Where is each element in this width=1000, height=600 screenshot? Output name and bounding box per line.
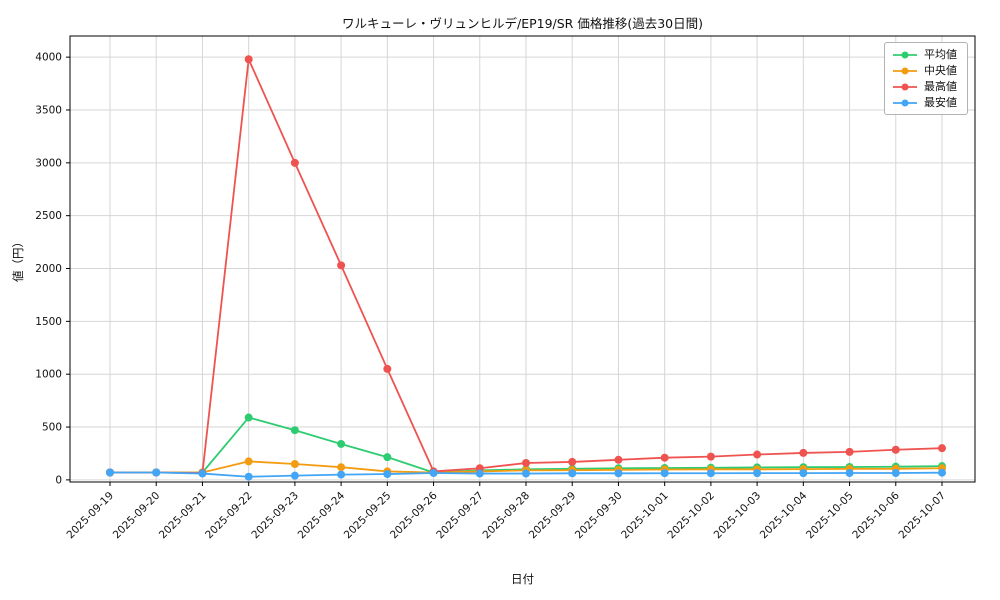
legend-label-average: 平均値 xyxy=(924,48,957,61)
svg-text:2025-09-20: 2025-09-20 xyxy=(111,490,163,542)
svg-text:2025-09-27: 2025-09-27 xyxy=(434,490,486,542)
svg-text:2025-10-02: 2025-10-02 xyxy=(665,490,717,542)
svg-text:2025-10-06: 2025-10-06 xyxy=(850,489,902,541)
svg-text:2025-10-07: 2025-10-07 xyxy=(896,490,948,542)
svg-text:2025-09-26: 2025-09-26 xyxy=(388,489,440,541)
svg-text:1000: 1000 xyxy=(35,369,62,381)
svg-text:2025-09-21: 2025-09-21 xyxy=(157,490,209,542)
legend-marker-max-icon xyxy=(893,82,917,92)
svg-text:2000: 2000 xyxy=(35,263,62,275)
legend-marker-average-icon xyxy=(893,50,917,60)
legend-label-min: 最安値 xyxy=(924,96,957,109)
svg-text:2025-09-30: 2025-09-30 xyxy=(573,490,625,542)
svg-text:4000: 4000 xyxy=(35,52,62,64)
svg-text:2025-09-22: 2025-09-22 xyxy=(203,490,255,542)
legend-item-min: 最安値 xyxy=(893,97,957,108)
svg-text:2500: 2500 xyxy=(35,210,62,222)
svg-text:2025-09-28: 2025-09-28 xyxy=(480,490,532,542)
svg-text:500: 500 xyxy=(42,422,62,434)
chart-title: ワルキューレ・ヴリュンヒルデ/EP19/SR 価格推移(過去30日間) xyxy=(341,16,704,31)
legend-label-median: 中央値 xyxy=(924,64,957,77)
svg-text:2025-10-03: 2025-10-03 xyxy=(712,490,764,542)
legend-label-max: 最高値 xyxy=(924,80,957,93)
x-axis-label: 日付 xyxy=(511,572,534,586)
svg-text:3000: 3000 xyxy=(35,157,62,169)
legend: 平均値 中央値 最高値 最安値 xyxy=(884,42,968,115)
y-axis-label: 値（円） xyxy=(11,236,25,282)
svg-text:3500: 3500 xyxy=(35,104,62,116)
svg-text:2025-09-24: 2025-09-24 xyxy=(296,489,348,541)
svg-text:1500: 1500 xyxy=(35,316,62,328)
legend-item-median: 中央値 xyxy=(893,65,957,76)
svg-text:2025-09-19: 2025-09-19 xyxy=(64,490,116,542)
svg-text:2025-09-25: 2025-09-25 xyxy=(342,490,394,542)
svg-text:2025-10-04: 2025-10-04 xyxy=(758,489,810,541)
svg-text:0: 0 xyxy=(55,474,62,486)
legend-marker-median-icon xyxy=(893,66,917,76)
legend-marker-min-icon xyxy=(893,98,917,108)
svg-text:2025-10-01: 2025-10-01 xyxy=(619,490,671,542)
svg-text:2025-09-29: 2025-09-29 xyxy=(527,490,579,542)
svg-text:2025-10-05: 2025-10-05 xyxy=(804,490,856,542)
legend-item-max: 最高値 xyxy=(893,81,957,92)
legend-item-average: 平均値 xyxy=(893,49,957,60)
svg-text:2025-09-23: 2025-09-23 xyxy=(249,490,301,542)
